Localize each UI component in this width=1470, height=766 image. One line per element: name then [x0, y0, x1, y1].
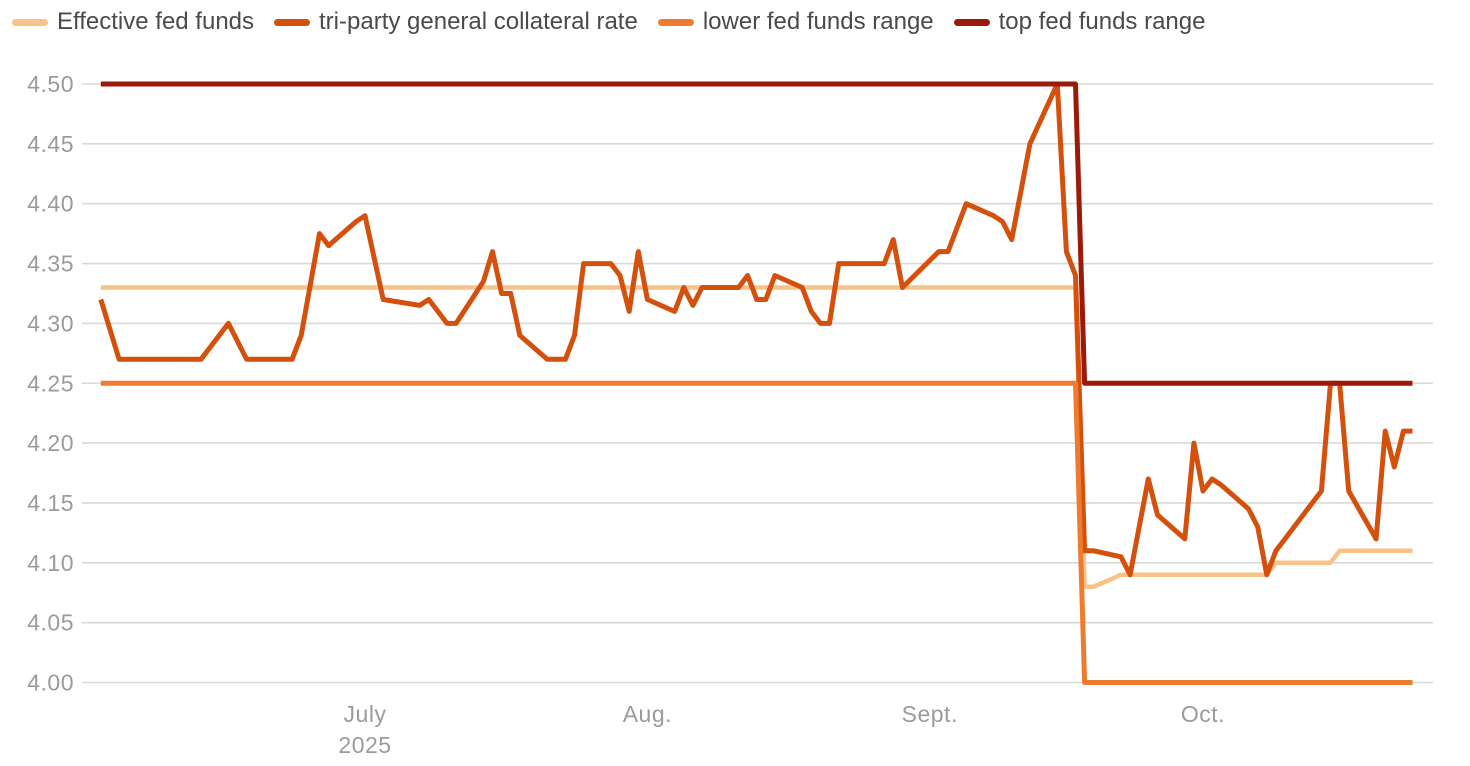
legend-label-effective-fed-funds: Effective fed funds — [57, 8, 255, 35]
x-axis-tick-label: Aug. — [623, 701, 672, 727]
x-axis-tick-label: Sept. — [902, 701, 958, 727]
legend-item-lower-fed-funds-range[interactable]: lower fed funds range — [657, 8, 934, 36]
y-axis-tick-label: 4.50 — [27, 71, 74, 97]
legend-label-top-fed-funds-range: top fed funds range — [998, 8, 1206, 35]
x-axis-tick-label: Oct. — [1181, 701, 1225, 727]
legend-item-tri-party-general-collateral-rate[interactable]: tri-party general collateral rate — [274, 8, 638, 36]
series-line-tri-party-general-collateral-rate[interactable] — [98, 81, 1413, 578]
legend-swatch-lower-fed-funds-range — [657, 18, 694, 26]
x-axis-year-label: 2025 — [338, 732, 391, 758]
series-line-effective-fed-funds[interactable] — [100, 285, 1413, 589]
x-axis-tick-label: July — [344, 701, 387, 727]
y-axis-tick-label: 4.20 — [27, 430, 74, 456]
y-axis-tick-label: 4.35 — [27, 251, 74, 277]
chart-legend: Effective fed funds tri-party general co… — [12, 8, 1205, 36]
series-line-top-fed-funds-range[interactable] — [100, 81, 1413, 386]
y-axis-tick-label: 4.30 — [27, 310, 74, 336]
y-axis-tick-label: 4.00 — [27, 670, 74, 696]
y-axis-tick-label: 4.05 — [27, 610, 74, 636]
legend-swatch-tri-party-general-collateral-rate — [274, 18, 311, 26]
y-axis-tick-label: 4.25 — [27, 370, 74, 396]
legend-item-effective-fed-funds[interactable]: Effective fed funds — [12, 8, 254, 36]
legend-item-top-fed-funds-range[interactable]: top fed funds range — [953, 8, 1206, 36]
y-axis-tick-label: 4.45 — [27, 131, 74, 157]
legend-label-lower-fed-funds-range: lower fed funds range — [702, 8, 934, 35]
series-line-lower-fed-funds-range[interactable] — [100, 380, 1413, 685]
y-axis-tick-label: 4.10 — [27, 550, 74, 576]
legend-swatch-effective-fed-funds — [12, 18, 48, 26]
legend-label-tri-party-general-collateral-rate: tri-party general collateral rate — [319, 8, 638, 35]
legend-swatch-top-fed-funds-range — [953, 18, 990, 26]
y-axis-tick-label: 4.40 — [27, 191, 74, 217]
y-axis-tick-label: 4.15 — [27, 490, 74, 516]
